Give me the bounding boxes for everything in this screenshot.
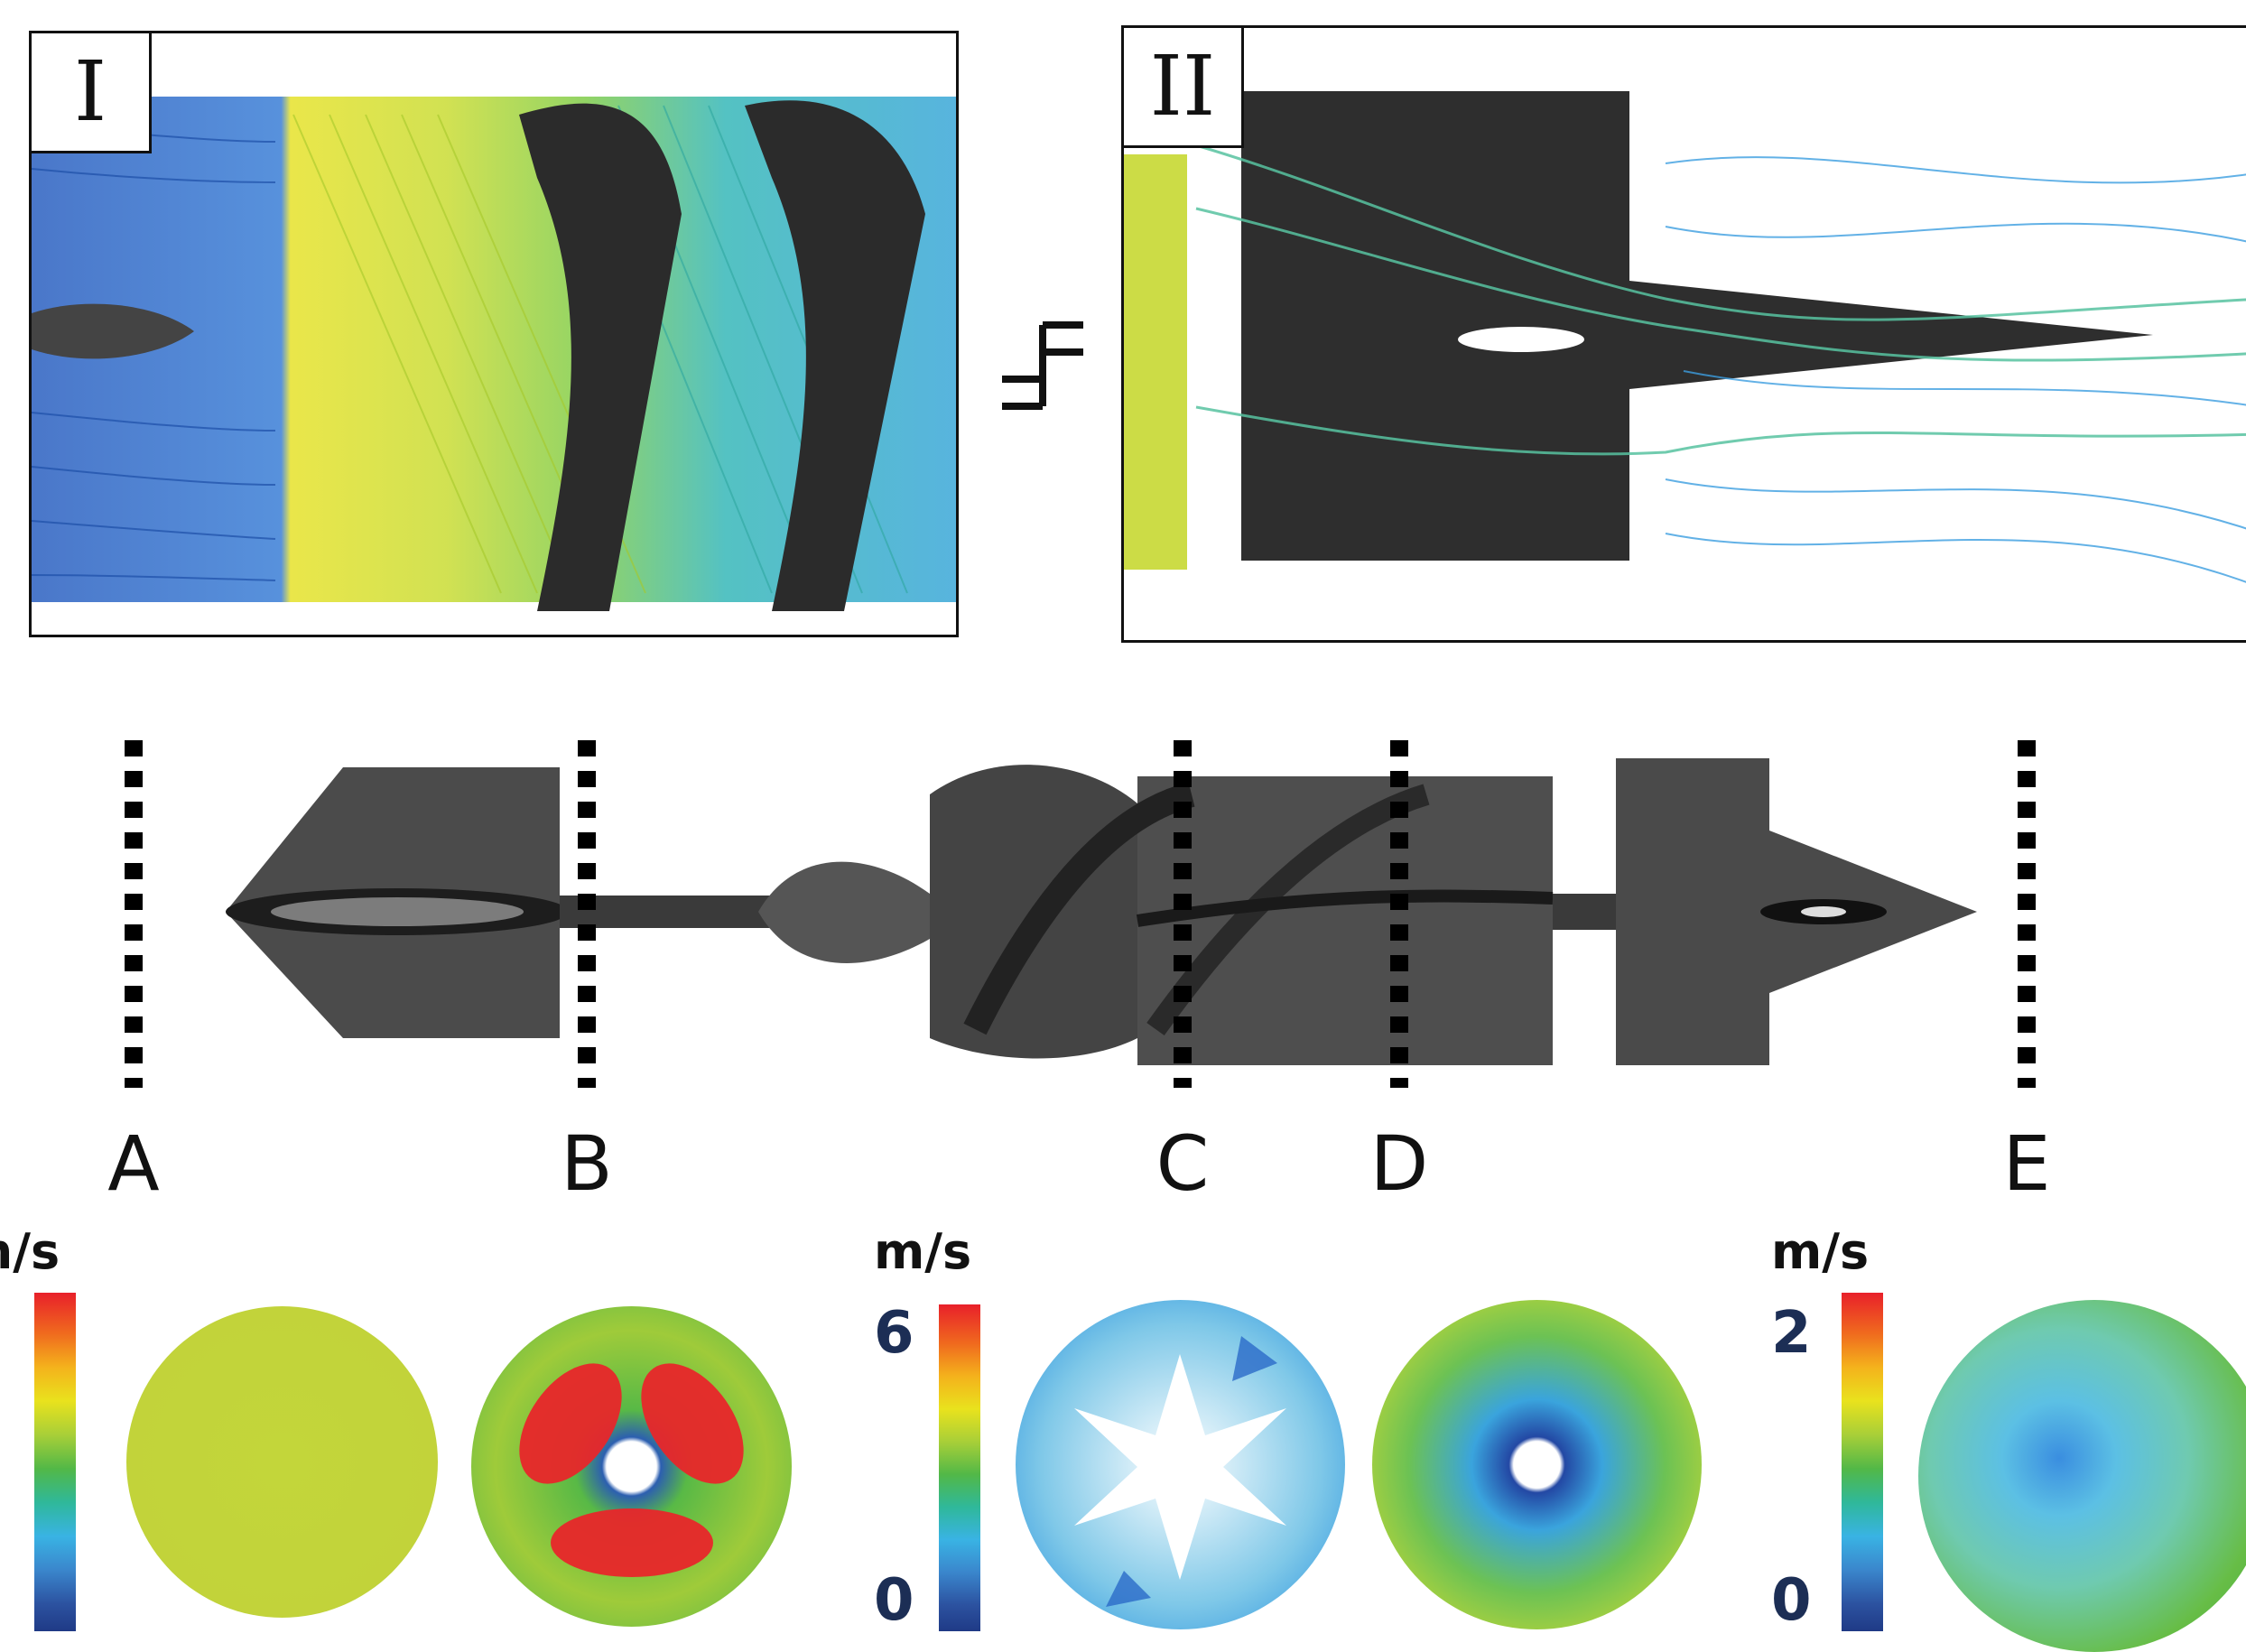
panel-ii-streamlines: II bbox=[1121, 25, 2246, 643]
colorbar-1 bbox=[34, 1293, 76, 1631]
section-label-a: A bbox=[107, 1119, 160, 1208]
colorbar-3-min: 0 bbox=[1771, 1567, 1812, 1634]
section-lines bbox=[125, 740, 2036, 1088]
section-label-d: D bbox=[1369, 1119, 1429, 1208]
contour-section-c bbox=[1016, 1300, 1345, 1629]
contour-section-e bbox=[1918, 1300, 2246, 1652]
colorbar-3-max: 2 bbox=[1771, 1300, 1812, 1367]
panel-i-label: I bbox=[32, 33, 152, 153]
axis-break-icon bbox=[1002, 321, 1083, 410]
panel-ii-label: II bbox=[1124, 28, 1244, 148]
panel-ii-graphic bbox=[1124, 28, 2246, 640]
panel-i-graphic bbox=[32, 33, 956, 635]
section-label-b: B bbox=[561, 1119, 613, 1208]
panel-i-streamlines: I bbox=[29, 31, 959, 637]
section-label-e: E bbox=[2002, 1119, 2051, 1208]
colorbar-2-min: 0 bbox=[874, 1567, 914, 1634]
contour-section-c-blades bbox=[1074, 1336, 1286, 1607]
colorbar-3 bbox=[1842, 1293, 1883, 1631]
colorbar-2-unit: m/s bbox=[874, 1223, 972, 1280]
colorbar-2 bbox=[939, 1304, 980, 1631]
colorbar-1-unit: m/s bbox=[0, 1223, 60, 1280]
contour-section-d bbox=[1372, 1300, 1702, 1629]
contour-section-b-hotspots bbox=[519, 1363, 744, 1577]
section-label-c: C bbox=[1155, 1119, 1210, 1208]
mixing-device-geometry bbox=[226, 758, 1977, 1065]
colorbar-2-max: 6 bbox=[874, 1300, 914, 1367]
contour-section-b bbox=[471, 1306, 792, 1627]
colorbar-3-unit: m/s bbox=[1771, 1223, 1870, 1280]
contour-section-a bbox=[126, 1306, 438, 1618]
